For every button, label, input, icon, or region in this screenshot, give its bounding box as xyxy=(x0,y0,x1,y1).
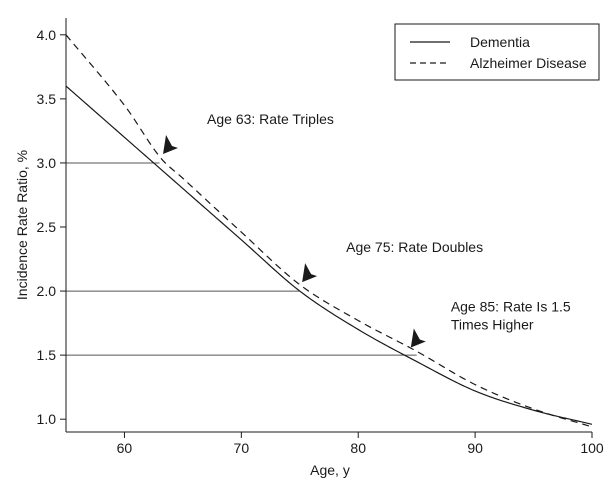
ticks: 60 70 80 90 100 1.0 1.5 2.0 2.5 3.0 3.5 4.0 xyxy=(37,27,604,456)
y-tick-label: 2.5 xyxy=(37,219,57,235)
y-tick-label: 4.0 xyxy=(37,27,57,43)
y-tick-label: 3.5 xyxy=(37,91,57,107)
x-tick-label: 60 xyxy=(117,440,133,456)
x-tick-label: 100 xyxy=(580,440,604,456)
axes xyxy=(65,18,592,433)
series-line-dementia xyxy=(65,85,593,425)
x-tick-label: 80 xyxy=(350,440,366,456)
annotation-label: Age 75: Rate Doubles xyxy=(346,239,483,255)
series-lines xyxy=(65,34,593,428)
annotation-label: Times Higher xyxy=(451,316,534,332)
x-axis-label: Age, y xyxy=(310,462,350,478)
y-tick-label: 3.0 xyxy=(37,155,57,171)
annotation-arrow xyxy=(163,134,179,154)
legend-label-dementia: Dementia xyxy=(470,34,530,50)
legend: Dementia Alzheimer Disease xyxy=(394,23,600,81)
x-tick-label: 70 xyxy=(234,440,250,456)
y-tick-label: 2.0 xyxy=(37,283,57,299)
annotation-label: Age 63: Rate Triples xyxy=(207,111,334,127)
y-axis-label: Incidence Rate Ratio, % xyxy=(14,150,30,300)
legend-label-alzheimer: Alzheimer Disease xyxy=(470,55,587,71)
legend-box xyxy=(394,23,600,81)
y-tick-label: 1.5 xyxy=(37,347,57,363)
series-line-alzheimer-disease xyxy=(65,34,593,428)
annotations: Age 63: Rate Triples Age 75: Rate Doubles… xyxy=(163,111,571,348)
annotation-arrow xyxy=(410,328,426,348)
reference-lines xyxy=(66,162,417,356)
x-tick-label: 90 xyxy=(467,440,483,456)
annotation-label: Age 85: Rate Is 1.5 xyxy=(451,298,571,314)
y-tick-label: 1.0 xyxy=(37,411,57,427)
annotation-arrow xyxy=(302,263,318,283)
